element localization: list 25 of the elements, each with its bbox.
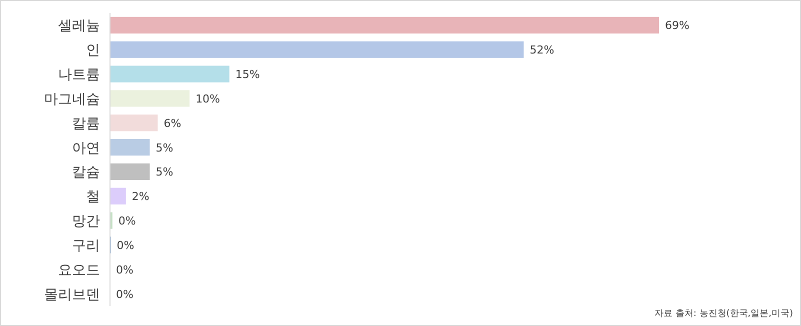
y-tick-label: 몰리브덴 xyxy=(44,286,100,303)
y-tick-label: 망간 xyxy=(72,214,100,230)
data-label: 69% xyxy=(665,19,690,32)
y-tick-label: 나트륨 xyxy=(58,67,100,84)
y-tick-label: 셀레늄 xyxy=(58,18,100,34)
data-label: 0% xyxy=(116,263,134,276)
data-label: 0% xyxy=(116,288,134,301)
data-label: 2% xyxy=(132,190,150,204)
y-tick-label: 아연 xyxy=(72,140,100,156)
data-label: 0% xyxy=(116,238,134,252)
y-tick-label: 칼륨 xyxy=(72,116,100,132)
data-label: 0% xyxy=(118,214,136,228)
data-label: 5% xyxy=(156,141,174,154)
y-tick-label: 철 xyxy=(86,189,100,206)
data-label: 10% xyxy=(196,92,220,106)
y-tick-label: 요오드 xyxy=(58,262,100,278)
y-tick-label: 구리 xyxy=(72,238,100,254)
y-tick-label: 마그네슘 xyxy=(44,91,100,108)
y-tick-label: 인 xyxy=(86,42,100,59)
data-label: 5% xyxy=(156,166,174,179)
data-label: 15% xyxy=(235,68,260,82)
text: 자료 출처: 농진청(한국,일본,미국) xyxy=(654,309,793,319)
data-label: 6% xyxy=(164,116,182,130)
y-tick-label: 칼슘 xyxy=(72,164,100,181)
data-label: 52% xyxy=(530,44,554,57)
